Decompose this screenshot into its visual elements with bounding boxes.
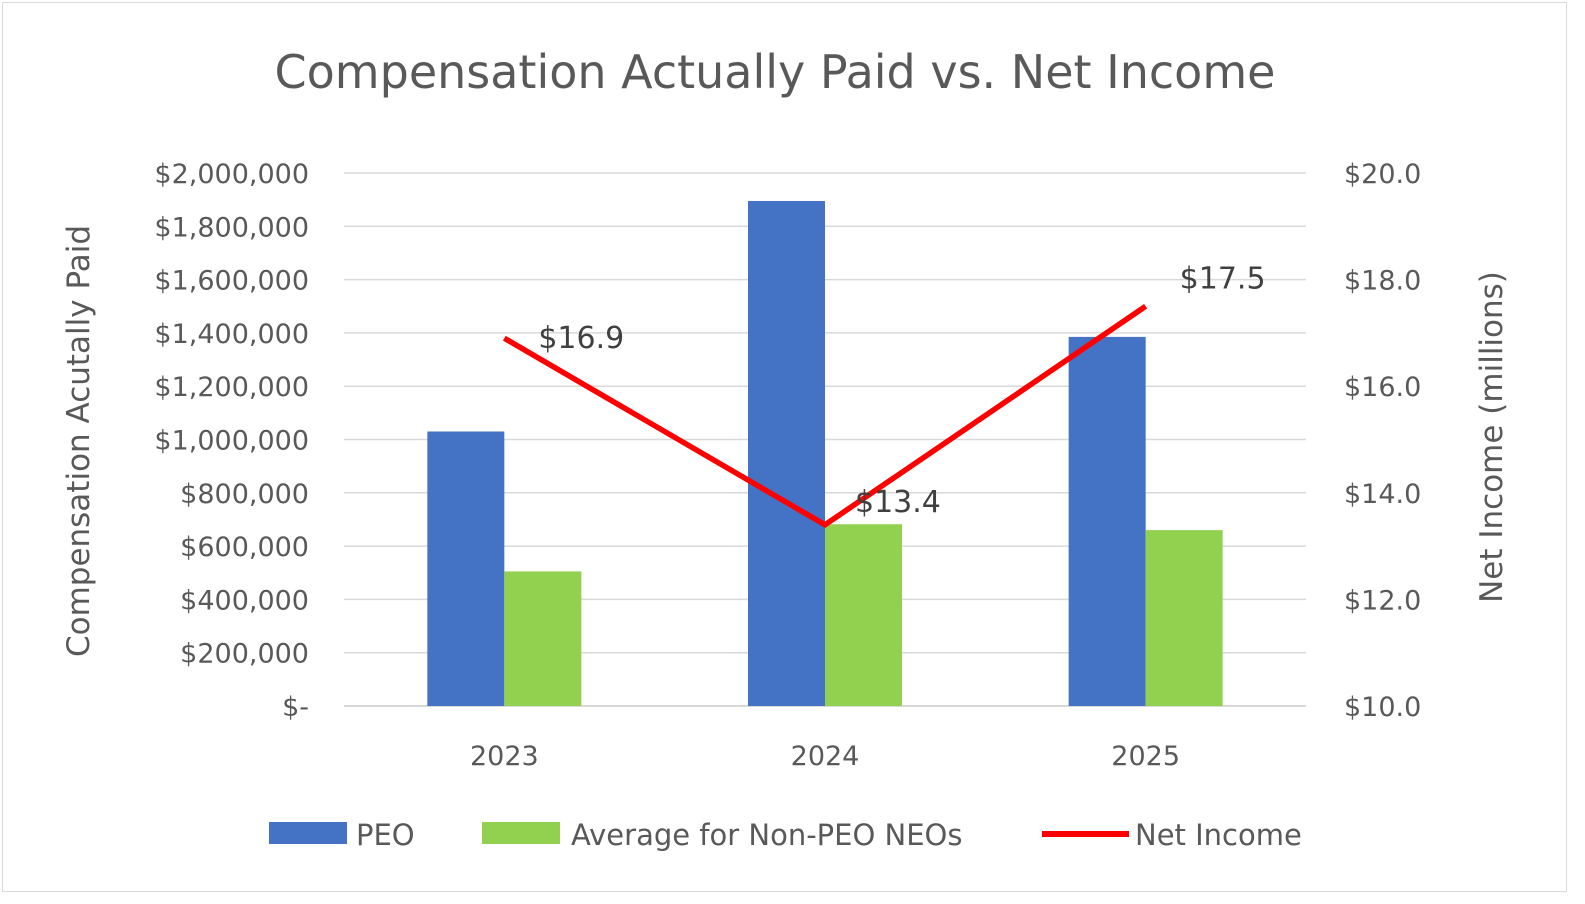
right-tick-label: $14.0 [1344, 479, 1421, 510]
left-tick-label: $600,000 [180, 532, 309, 563]
legend-swatch-non-peo-neos [482, 822, 560, 844]
right-tick-label: $20.0 [1344, 159, 1421, 190]
left-tick-label: $2,000,000 [154, 159, 309, 190]
legend-swatch-peo [269, 822, 347, 844]
left-tick-label: $400,000 [180, 585, 309, 616]
left-tick-label: $1,000,000 [154, 426, 309, 457]
non-peo-neo-bar [1145, 530, 1223, 706]
legend-label: Net Income [1135, 818, 1302, 852]
right-tick-label: $18.0 [1344, 266, 1421, 297]
left-tick-label: $1,400,000 [154, 319, 309, 350]
bars [427, 200, 1223, 707]
left-axis-ticks: $- $200,000 $400,000 $600,000 $800,000 $1,000… [154, 159, 309, 723]
x-tick-label: 2023 [470, 741, 539, 772]
peo-bar [1068, 336, 1146, 706]
combo-chart: Compensation Actually Paid vs. Net Incom… [61, 45, 1510, 852]
left-tick-label: $1,200,000 [154, 372, 309, 403]
legend-label: PEO [356, 818, 415, 852]
peo-bar [427, 431, 505, 706]
legend-label: Average for Non-PEO NEOs [571, 818, 963, 852]
x-tick-label: 2024 [791, 741, 860, 772]
chart-title: Compensation Actually Paid vs. Net Incom… [275, 45, 1276, 99]
left-tick-label: $800,000 [180, 479, 309, 510]
legend: PEO Average for Non-PEO NEOs Net Income [269, 818, 1302, 852]
right-axis-title: Net Income (millions) [1474, 271, 1510, 603]
right-tick-label: $10.0 [1344, 692, 1421, 723]
chart-frame: Compensation Actually Paid vs. Net Incom… [2, 2, 1567, 892]
right-tick-label: $12.0 [1344, 585, 1421, 616]
non-peo-neo-bar [825, 524, 902, 706]
net-income-line-layer: $16.9 $13.4 $17.5 [502, 261, 1266, 529]
x-tick-label: 2025 [1111, 741, 1180, 772]
left-tick-label: $1,800,000 [154, 212, 309, 243]
non-peo-neo-bar [504, 571, 582, 706]
left-tick-label: $1,600,000 [154, 266, 309, 297]
right-axis-ticks: $10.0 $12.0 $14.0 $16.0 $18.0 $20.0 [1344, 159, 1421, 723]
net-income-data-label: $13.4 [855, 485, 941, 520]
left-tick-label: $- [282, 692, 309, 723]
peo-bar [748, 200, 825, 707]
right-tick-label: $16.0 [1344, 372, 1421, 403]
net-income-line [502, 303, 1148, 529]
left-tick-label: $200,000 [180, 639, 309, 670]
net-income-data-label: $17.5 [1180, 261, 1266, 296]
net-income-data-label: $16.9 [538, 321, 624, 356]
left-axis-title: Compensation Acutally Paid [61, 225, 97, 657]
x-axis-ticks: 2023 2024 2025 [470, 741, 1180, 772]
